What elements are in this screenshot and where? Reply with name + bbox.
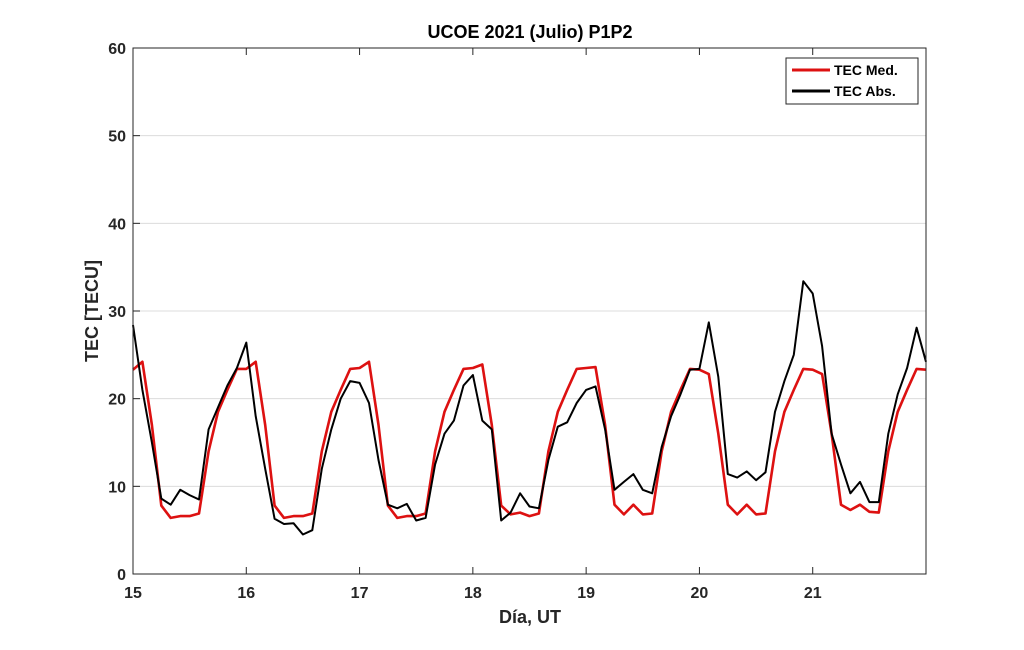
chart-legend: TEC Med. TEC Abs.	[785, 57, 919, 105]
x-tick-label-19: 19	[577, 585, 595, 602]
series-lines	[132, 280, 927, 536]
x-tick-label-21: 21	[804, 585, 822, 602]
legend-box	[785, 57, 919, 105]
x-tick-label-20: 20	[691, 585, 709, 602]
axis-ticks: 0 10 20 30 40 50 60 15 16 17 18 19 20 21	[108, 41, 822, 602]
y-tick-label-0: 0	[117, 567, 126, 584]
y-tick-label-30: 30	[108, 304, 126, 321]
x-tick-label-17: 17	[351, 585, 369, 602]
grid-lines	[133, 135, 926, 487]
x-tick-label-18: 18	[464, 585, 482, 602]
x-axis-title: Día, UT	[499, 607, 561, 627]
y-axis-title: TEC [TECU]	[82, 260, 102, 362]
y-tick-label-50: 50	[108, 129, 126, 146]
y-tick-label-60: 60	[108, 41, 126, 58]
y-tick-label-40: 40	[108, 216, 126, 233]
y-tick-label-20: 20	[108, 392, 126, 409]
y-tick-label-10: 10	[108, 479, 126, 496]
x-tick-label-16: 16	[237, 585, 255, 602]
series-line-tec-med	[132, 360, 927, 520]
x-tick-label-15: 15	[124, 585, 142, 602]
chart-title: UCOE 2021 (Julio) P1P2	[427, 22, 632, 42]
legend-label-tec-med: TEC Med.	[834, 62, 898, 78]
legend-label-tec-abs: TEC Abs.	[834, 83, 896, 99]
series-line-tec-abs	[132, 280, 927, 536]
